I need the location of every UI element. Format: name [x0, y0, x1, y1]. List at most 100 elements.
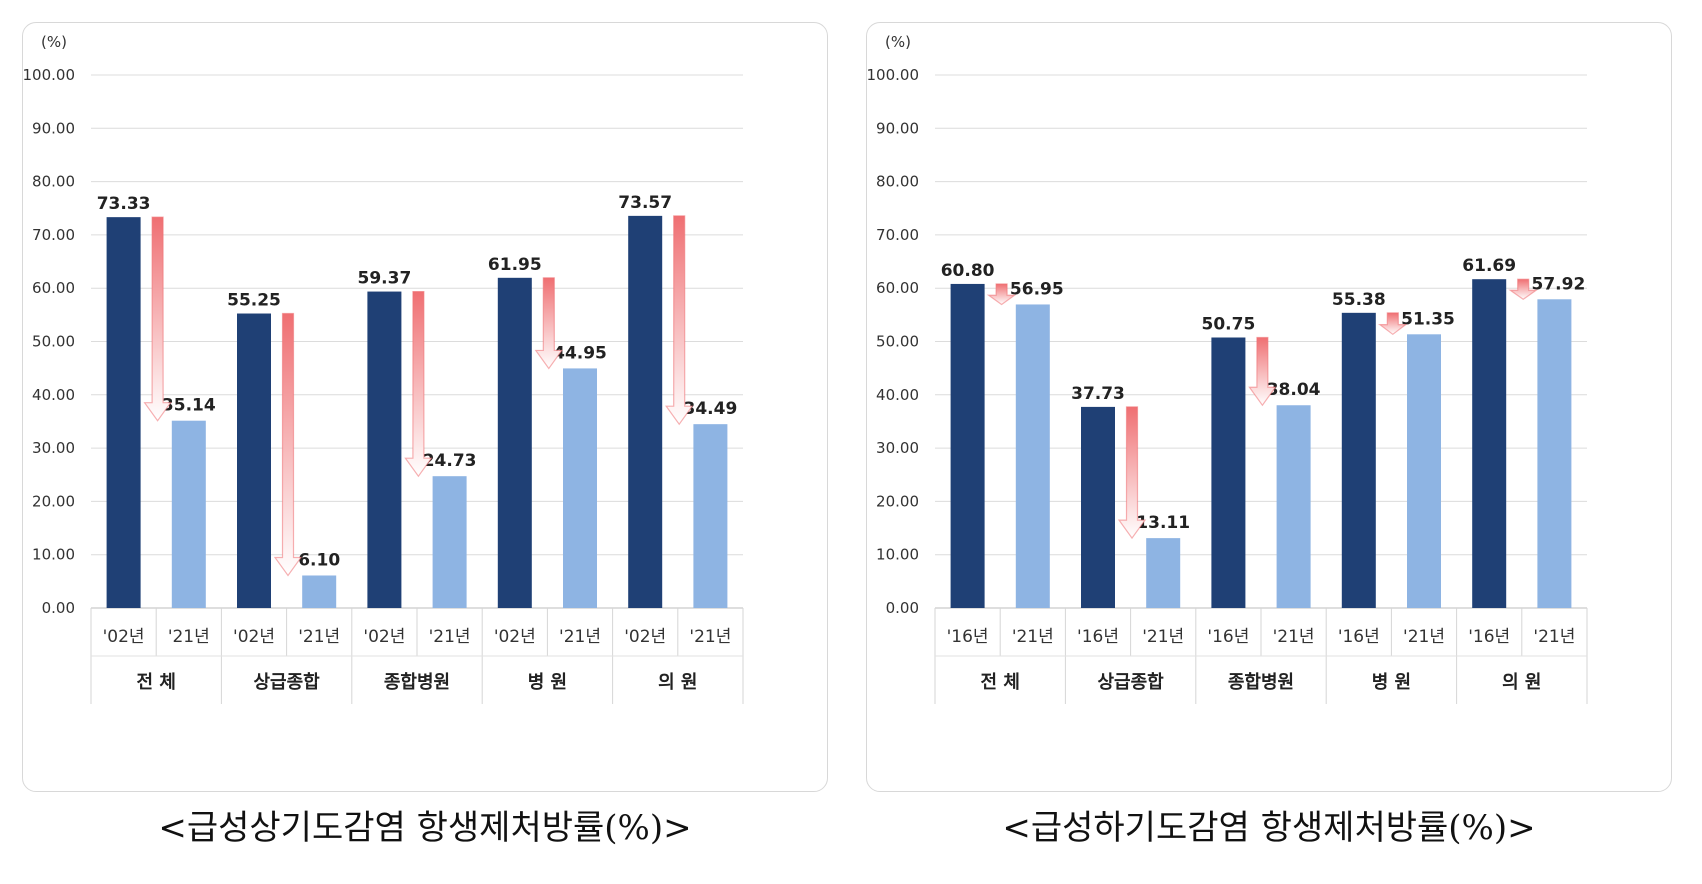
- x-category-label: 의 원: [658, 672, 697, 693]
- bar-chart-lower-respiratory: (%) 100.00 90.00 80.00 70.00 60.00 50.00 40.00 3…: [867, 33, 1588, 704]
- data-label-second-year: 38.04: [1267, 380, 1321, 400]
- x-year-label: '21년: [1142, 627, 1184, 647]
- decline-arrow: [534, 277, 563, 370]
- x-year-label: '02년: [233, 627, 275, 647]
- chart-panel-acute-lower-respiratory: (%) 100.00 90.00 80.00 70.00 60.00 50.00 40.00 3…: [866, 22, 1672, 792]
- chart-panel-acute-upper-respiratory: (%) 100.00 90.00 80.00 70.00 60.00 50.00 40.00 3…: [22, 22, 828, 792]
- y-tick-label: 50.00: [876, 333, 919, 351]
- bar-chart-upper-respiratory: (%) 100.00 90.00 80.00 70.00 60.00 50.00 40.00 3…: [23, 33, 744, 704]
- x-category-label: 전 체: [981, 672, 1020, 693]
- y-tick-label: 60.00: [32, 279, 75, 297]
- data-label-first-year: 59.37: [358, 269, 412, 289]
- data-label-second-year: 51.35: [1401, 309, 1455, 329]
- x-category-label: 상급종합: [253, 671, 320, 693]
- y-tick-label: 20.00: [32, 492, 75, 510]
- bar-second-year: [563, 368, 597, 608]
- bar-first-year: [1472, 279, 1507, 608]
- y-tick-label: 50.00: [32, 333, 75, 351]
- bar-second-year: [171, 420, 206, 608]
- y-tick-label: 60.00: [876, 279, 919, 297]
- y-tick-label: 90.00: [876, 119, 919, 137]
- x-year-label: '21년: [298, 627, 340, 647]
- data-label-second-year: 35.14: [162, 396, 216, 416]
- x-year-label: '16년: [1468, 627, 1510, 647]
- data-label-second-year: 24.73: [423, 451, 477, 471]
- data-label-second-year: 57.92: [1532, 274, 1586, 294]
- data-label-first-year: 61.69: [1462, 256, 1516, 276]
- y-tick-label: 30.00: [32, 439, 75, 457]
- y-tick-label: 40.00: [32, 386, 75, 404]
- x-year-label: '16년: [1077, 627, 1119, 647]
- decline-arrow: [273, 312, 303, 577]
- bar-first-year: [1211, 337, 1246, 608]
- bar-first-year: [497, 277, 532, 608]
- decline-arrow: [1377, 312, 1408, 336]
- y-tick-label: 70.00: [876, 226, 919, 244]
- decline-arrow: [665, 215, 694, 426]
- bar-first-year: [1341, 312, 1376, 608]
- x-year-label: '02년: [624, 627, 666, 647]
- data-label-first-year: 55.38: [1332, 290, 1386, 310]
- bar-second-year: [1015, 304, 1050, 608]
- y-tick-label: 30.00: [876, 439, 919, 457]
- data-label-first-year: 61.95: [488, 255, 542, 275]
- y-tick-label: 10.00: [876, 546, 919, 564]
- x-category-label: 종합병원: [1228, 671, 1294, 693]
- data-label-second-year: 34.49: [684, 399, 738, 419]
- y-tick-label: 80.00: [32, 173, 75, 191]
- x-year-label: '16년: [1338, 627, 1380, 647]
- data-label-first-year: 37.73: [1071, 384, 1125, 404]
- data-label-first-year: 73.33: [97, 194, 151, 214]
- bar-first-year: [1081, 406, 1115, 608]
- chart-caption-lower: <급성하기도감염 항생제처방률(%)>: [1002, 808, 1536, 848]
- x-year-label: '02년: [363, 627, 405, 647]
- data-label-first-year: 55.25: [227, 291, 281, 311]
- decline-arrow: [986, 283, 1017, 306]
- x-year-label: '21년: [1403, 627, 1445, 647]
- data-label-second-year: 13.11: [1136, 513, 1190, 533]
- decline-arrow: [1248, 336, 1277, 407]
- x-year-label: '02년: [494, 627, 536, 647]
- x-category-label: 상급종합: [1097, 671, 1164, 693]
- bar-first-year: [367, 291, 402, 608]
- data-label-second-year: 44.95: [553, 343, 607, 363]
- data-label-first-year: 60.80: [941, 261, 995, 281]
- bar-first-year: [237, 313, 271, 608]
- y-tick-label: 100.00: [867, 66, 919, 84]
- chart-caption-upper: <급성상기도감염 항생제처방률(%)>: [158, 808, 692, 848]
- bar-second-year: [1146, 538, 1181, 608]
- y-tick-label: 0.00: [886, 599, 919, 617]
- data-label-first-year: 50.75: [1202, 315, 1256, 335]
- bar-second-year: [1407, 334, 1441, 608]
- bar-first-year: [950, 283, 985, 608]
- y-axis-unit-label: (%): [41, 33, 67, 51]
- data-label-first-year: 73.57: [618, 193, 672, 213]
- x-year-label: '16년: [1207, 627, 1249, 647]
- x-category-label: 병 원: [1372, 672, 1411, 693]
- y-tick-label: 90.00: [32, 119, 75, 137]
- bar-second-year: [432, 476, 467, 608]
- y-tick-label: 70.00: [32, 226, 75, 244]
- x-category-label: 의 원: [1502, 672, 1541, 693]
- data-label-second-year: 6.10: [298, 550, 340, 570]
- x-year-label: '21년: [1533, 627, 1575, 647]
- x-year-label: '21년: [689, 627, 731, 647]
- decline-arrow: [404, 290, 433, 478]
- decline-arrow: [1508, 278, 1539, 301]
- x-year-label: '21년: [1273, 627, 1315, 647]
- x-year-label: '21년: [168, 627, 210, 647]
- y-tick-label: 100.00: [23, 66, 75, 84]
- y-tick-label: 0.00: [42, 599, 75, 617]
- x-year-label: '21년: [559, 627, 601, 647]
- bar-second-year: [1276, 405, 1311, 608]
- x-year-label: '21년: [1012, 627, 1054, 647]
- y-tick-label: 80.00: [876, 173, 919, 191]
- x-year-label: '21년: [429, 627, 471, 647]
- bar-second-year: [302, 575, 337, 608]
- bar-first-year: [628, 215, 663, 609]
- x-category-label: 전 체: [137, 672, 176, 693]
- x-category-label: 종합병원: [384, 671, 450, 693]
- bar-second-year: [1537, 299, 1572, 608]
- decline-arrow: [143, 216, 172, 422]
- decline-arrow: [1117, 406, 1147, 540]
